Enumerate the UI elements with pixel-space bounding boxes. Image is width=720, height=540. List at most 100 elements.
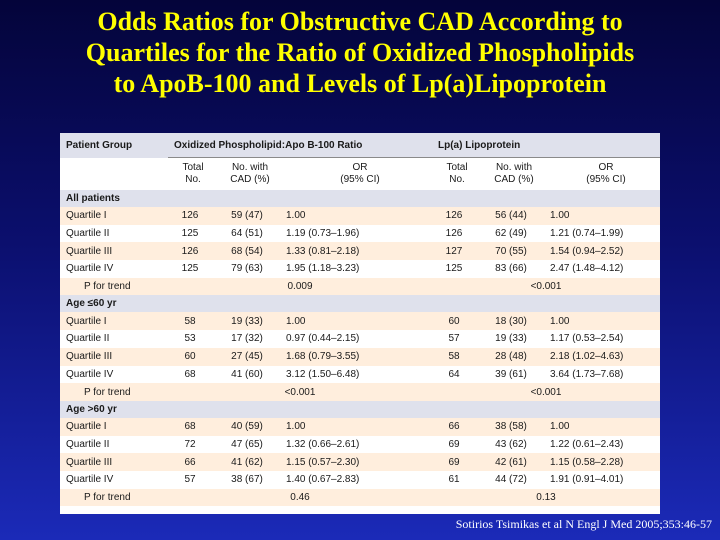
cad-count-1: 47 (65)	[212, 435, 282, 454]
cad-header-1: No. with CAD (%)	[212, 157, 282, 190]
section-header-row: Age ≤60 yr	[60, 295, 660, 313]
odds-ratio-2: 1.54 (0.94–2.52)	[546, 242, 660, 261]
p-trend-row: P for trend 0.009 <0.001	[60, 277, 660, 296]
cad-count-1: 40 (59)	[212, 417, 282, 436]
row-label: Quartile II	[60, 435, 168, 454]
lpa-group-header: Lp(a) Lipoprotein	[432, 133, 660, 158]
odds-ratio-2: 2.18 (1.02–4.63)	[546, 347, 660, 366]
row-label: Quartile III	[60, 453, 168, 471]
table-row: Quartile I 58 19 (33) 1.00 60 18 (30) 1.00	[60, 312, 660, 331]
total-count-1: 68	[168, 417, 212, 436]
cad-count-1: 27 (45)	[212, 347, 282, 366]
table-row: Quartile II 125 64 (51) 1.19 (0.73–1.96) 126…	[60, 224, 660, 243]
oxphos-group-header: Oxidized Phospholipid:Apo B-100 Ratio	[168, 133, 432, 158]
section-label: Age >60 yr	[60, 400, 660, 418]
row-label: Quartile III	[60, 347, 168, 366]
p-trend-value-1: <0.001	[168, 383, 432, 401]
odds-ratio-1: 1.00	[282, 312, 432, 331]
p-trend-label: P for trend	[60, 277, 168, 296]
total-count-2: 69	[432, 453, 476, 471]
table-row: Quartile IV 68 41 (60) 3.12 (1.50–6.48) 64 39…	[60, 365, 660, 384]
section-label: Age ≤60 yr	[60, 295, 660, 313]
cad-count-2: 39 (61)	[476, 365, 546, 384]
cad-count-2: 28 (48)	[476, 347, 546, 366]
total-count-2: 66	[432, 417, 476, 436]
p-trend-value-2: <0.001	[432, 383, 660, 401]
odds-ratio-2: 1.00	[546, 207, 660, 225]
row-label: Quartile IV	[60, 365, 168, 384]
table-row: Quartile I 68 40 (59) 1.00 66 38 (58) 1.00	[60, 417, 660, 436]
total-count-2: 58	[432, 347, 476, 366]
total-count-1: 72	[168, 435, 212, 454]
table-body: All patients Quartile I 126 59 (47) 1.00 126 5…	[60, 190, 660, 507]
cad-count-1: 19 (33)	[212, 312, 282, 331]
cad-count-2: 18 (30)	[476, 312, 546, 331]
table-row: Quartile III 60 27 (45) 1.68 (0.79–3.55) 58 2…	[60, 347, 660, 366]
or-header-1: OR (95% CI)	[282, 157, 432, 190]
row-label: Quartile IV	[60, 470, 168, 489]
total-count-1: 57	[168, 470, 212, 489]
odds-ratio-1: 1.00	[282, 417, 432, 436]
total-header-2: Total No.	[432, 157, 476, 190]
section-label: All patients	[60, 190, 660, 207]
cad-count-2: 38 (58)	[476, 417, 546, 436]
or-header-2: OR (95% CI)	[546, 157, 660, 190]
total-count-1: 53	[168, 330, 212, 348]
odds-ratio-1: 1.68 (0.79–3.55)	[282, 347, 432, 366]
odds-ratio-2: 1.17 (0.53–2.54)	[546, 330, 660, 348]
p-trend-value-2: 0.13	[432, 488, 660, 507]
total-count-1: 126	[168, 207, 212, 225]
row-label: Quartile II	[60, 224, 168, 243]
row-label: Quartile II	[60, 330, 168, 348]
table-row: Quartile IV 125 79 (63) 1.95 (1.18–3.23) 125…	[60, 260, 660, 278]
total-count-1: 68	[168, 365, 212, 384]
total-count-2: 127	[432, 242, 476, 261]
citation: Sotirios Tsimikas et al N Engl J Med 200…	[455, 517, 712, 531]
cad-count-1: 17 (32)	[212, 330, 282, 348]
section-header-row: All patients	[60, 190, 660, 207]
cad-count-1: 59 (47)	[212, 207, 282, 225]
title-line-3: to ApoB-100 and Levels of Lp(a)Lipoprote…	[113, 69, 607, 98]
title-line-2: Quartiles for the Ratio of Oxidized Phos…	[85, 38, 635, 67]
slide-title: Odds Ratios for Obstructive CAD Accordin…	[0, 6, 720, 99]
odds-ratio-1: 1.40 (0.67–2.83)	[282, 470, 432, 489]
p-trend-value-1: 0.46	[168, 488, 432, 507]
total-count-1: 126	[168, 242, 212, 261]
total-count-2: 61	[432, 470, 476, 489]
cad-count-2: 43 (62)	[476, 435, 546, 454]
table-header-row: Patient Group Oxidized Phospholipid:Apo …	[60, 133, 660, 158]
total-count-2: 57	[432, 330, 476, 348]
row-label: Quartile I	[60, 312, 168, 331]
cad-count-2: 83 (66)	[476, 260, 546, 278]
cad-count-1: 79 (63)	[212, 260, 282, 278]
p-trend-value-2: <0.001	[432, 277, 660, 296]
cad-count-2: 56 (44)	[476, 207, 546, 225]
row-label: Quartile I	[60, 207, 168, 225]
patient-group-header: Patient Group	[60, 133, 168, 158]
total-count-1: 66	[168, 453, 212, 471]
title-line-1: Odds Ratios for Obstructive CAD Accordin…	[97, 7, 623, 36]
table-row: Quartile I 126 59 (47) 1.00 126 56 (44) 1.00	[60, 207, 660, 225]
cad-count-2: 62 (49)	[476, 224, 546, 243]
odds-ratio-1: 1.15 (0.57–2.30)	[282, 453, 432, 471]
total-count-2: 60	[432, 312, 476, 331]
total-count-1: 60	[168, 347, 212, 366]
odds-ratio-1: 1.32 (0.66–2.61)	[282, 435, 432, 454]
odds-ratio-table: Patient Group Oxidized Phospholipid:Apo …	[60, 133, 660, 514]
table-row: Quartile III 66 41 (62) 1.15 (0.57–2.30) 69 4…	[60, 453, 660, 471]
table-row: Quartile III 126 68 (54) 1.33 (0.81–2.18) 12…	[60, 242, 660, 261]
p-trend-row: P for trend 0.46 0.13	[60, 488, 660, 507]
cad-count-2: 19 (33)	[476, 330, 546, 348]
total-count-1: 125	[168, 224, 212, 243]
cad-count-1: 68 (54)	[212, 242, 282, 261]
odds-ratio-2: 1.00	[546, 417, 660, 436]
total-count-2: 126	[432, 224, 476, 243]
cad-header-2: No. with CAD (%)	[476, 157, 546, 190]
table-row: Quartile IV 57 38 (67) 1.40 (0.67–2.83) 61 44…	[60, 470, 660, 489]
total-count-1: 125	[168, 260, 212, 278]
table-row: Quartile II 72 47 (65) 1.32 (0.66–2.61) 69 43…	[60, 435, 660, 454]
odds-ratio-2: 1.91 (0.91–4.01)	[546, 470, 660, 489]
row-label: Quartile I	[60, 417, 168, 436]
p-trend-value-1: 0.009	[168, 277, 432, 296]
odds-ratio-2: 1.00	[546, 312, 660, 331]
